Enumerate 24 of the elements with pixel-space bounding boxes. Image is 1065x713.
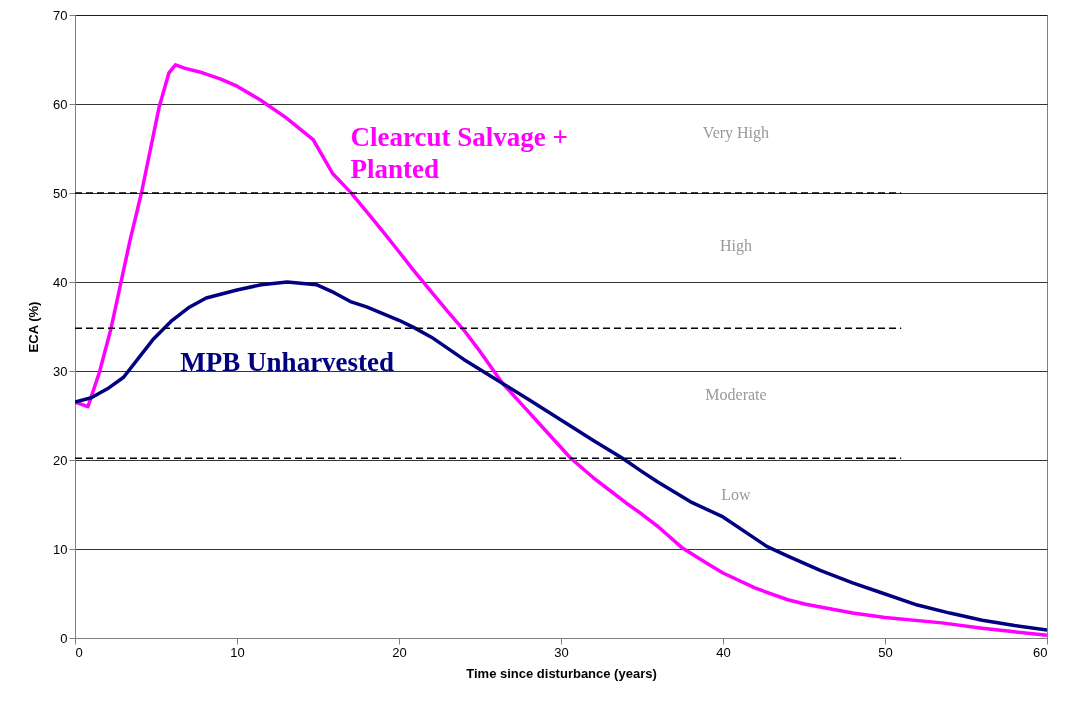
annotation: Very High bbox=[702, 124, 770, 143]
y-tick-label: 0 bbox=[60, 630, 68, 646]
y-tick-label: 60 bbox=[53, 96, 68, 112]
y-tick-label: 10 bbox=[53, 541, 68, 557]
x-tick-label: 50 bbox=[878, 644, 893, 660]
x-tick-label: 60 bbox=[1033, 644, 1048, 660]
y-tick-label: 20 bbox=[53, 452, 68, 468]
y-tick-label: 50 bbox=[53, 185, 68, 201]
x-axis-title: Time since disturbance (years) bbox=[466, 665, 657, 681]
x-tick-label: 40 bbox=[716, 644, 731, 660]
y-axis-title: ECA (%) bbox=[26, 301, 42, 353]
series-label: Clearcut Salvage + Planted bbox=[350, 121, 568, 184]
y-tick-label: 30 bbox=[53, 363, 68, 379]
annotation: Low bbox=[721, 485, 752, 503]
y-tick-label: 70 bbox=[53, 7, 68, 23]
y-tick-label: 40 bbox=[53, 274, 68, 290]
annotation: Moderate bbox=[705, 386, 767, 404]
annotation: High bbox=[719, 236, 752, 255]
line-series bbox=[75, 280, 1047, 632]
x-tick-label: 30 bbox=[554, 644, 569, 660]
x-tick-label: 10 bbox=[230, 644, 245, 660]
x-tick-label: 0 bbox=[75, 644, 83, 660]
x-tick-label: 20 bbox=[392, 644, 407, 660]
series-label: MPB Unharvested bbox=[180, 347, 395, 377]
